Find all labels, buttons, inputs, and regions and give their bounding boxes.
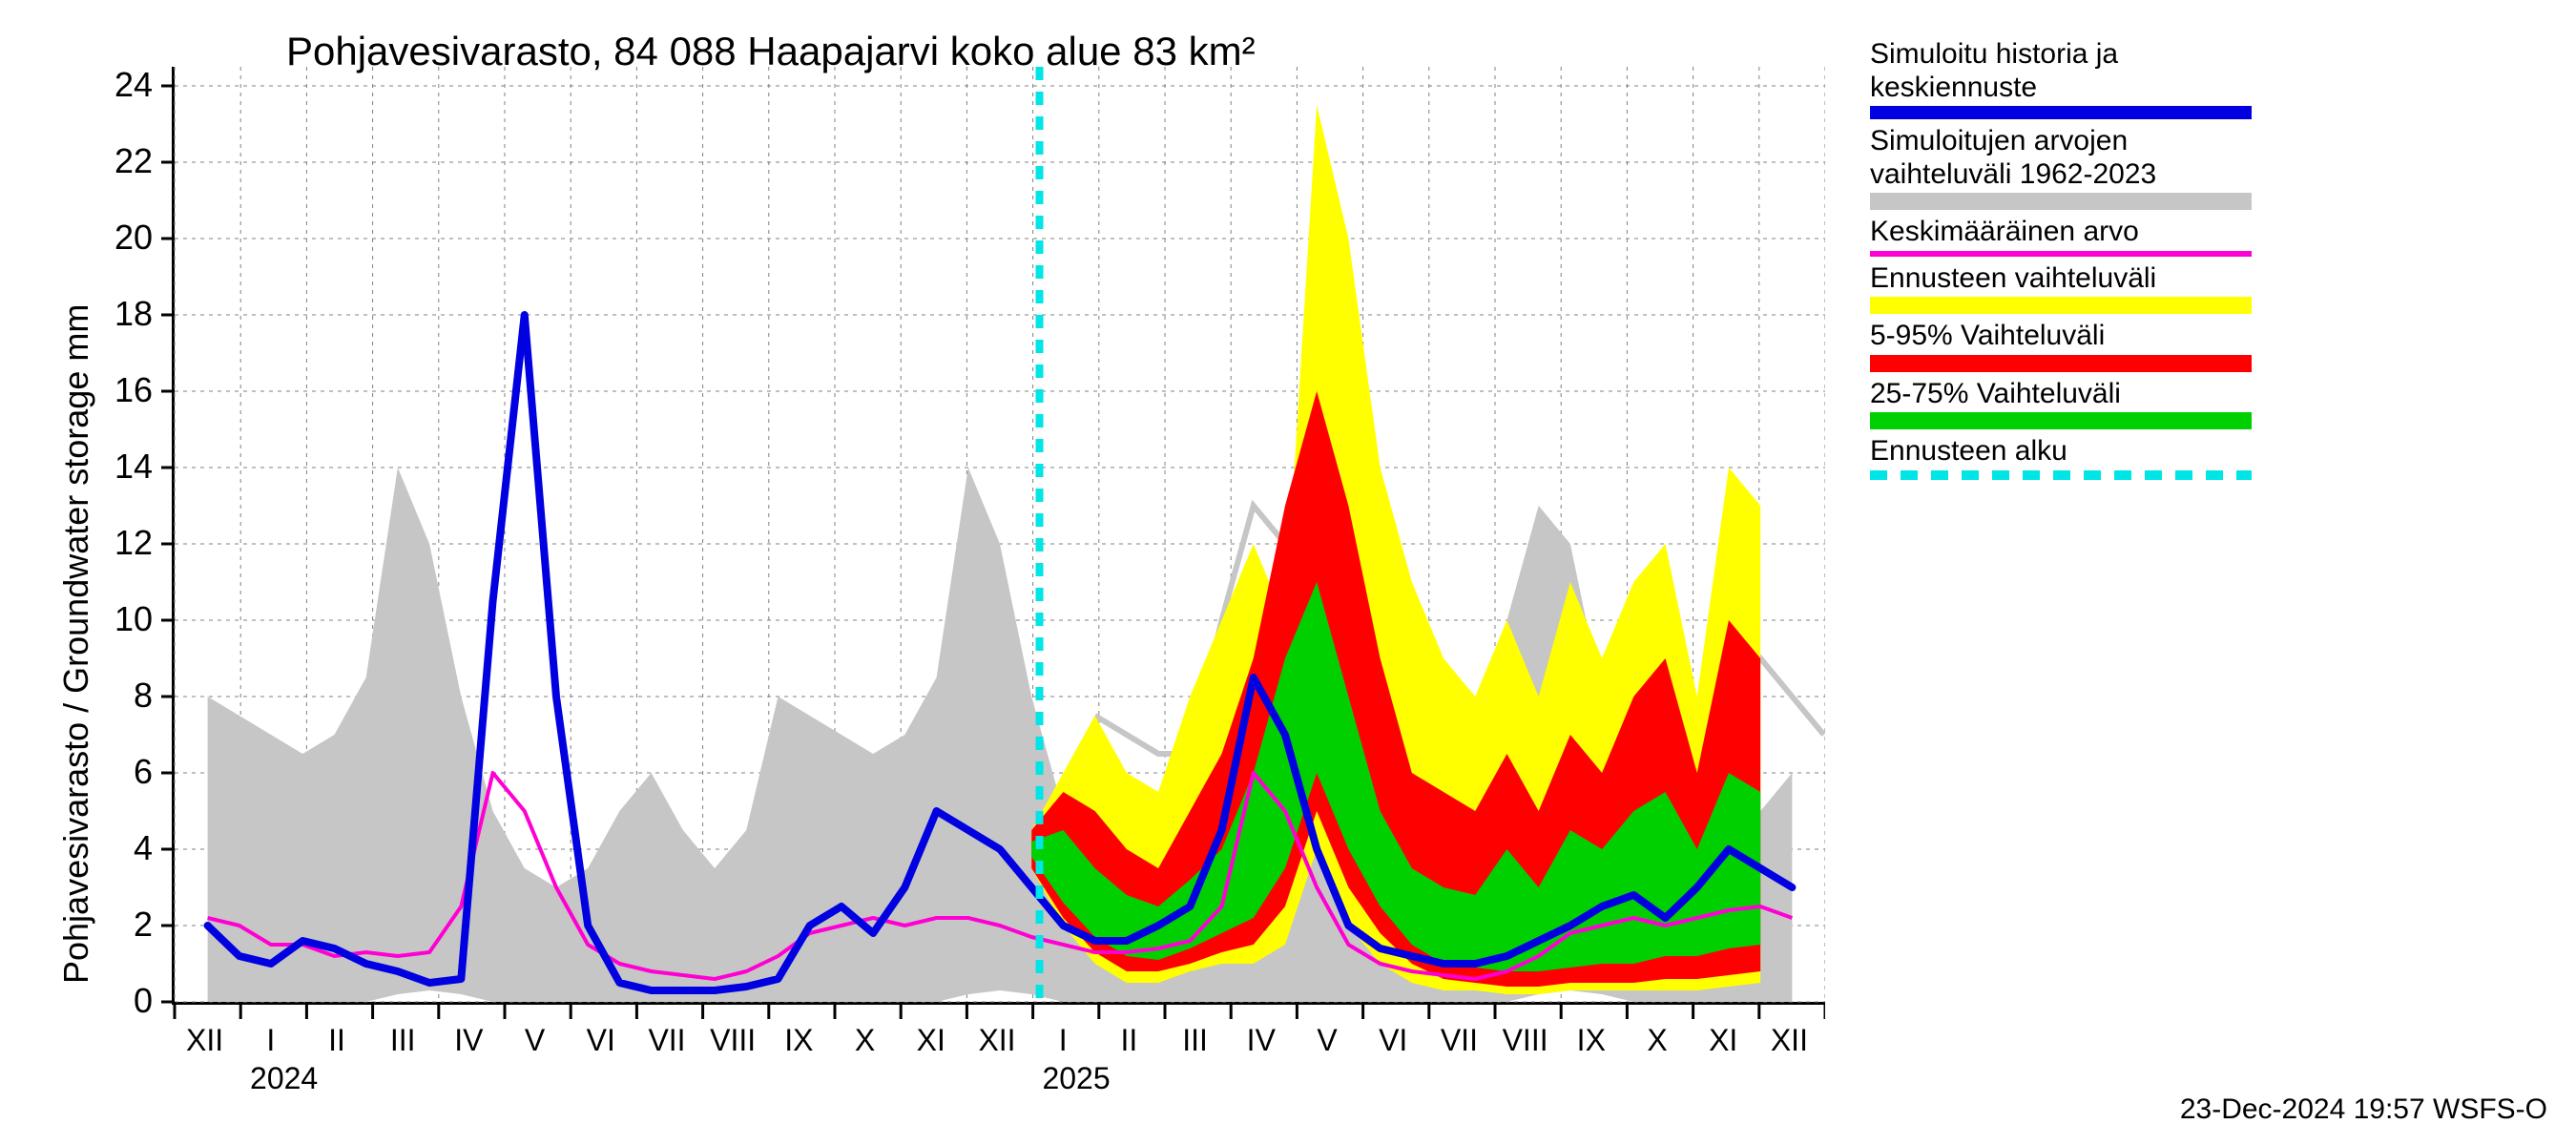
legend-swatch [1870, 412, 2252, 429]
x-tick-label: II [328, 1023, 345, 1058]
x-tick-label: X [855, 1023, 875, 1058]
legend-label: 5-95% Vaihteluväli [1870, 320, 2252, 353]
y-axis-title: Pohjavesivarasto / Groundwater storage m… [56, 125, 96, 984]
x-tick-label: XII [1771, 1023, 1808, 1058]
legend-item: Simuloitu historia ja keskiennuste [1870, 38, 2252, 119]
x-tick-label: VI [1379, 1023, 1407, 1058]
x-tick-label: IX [1577, 1023, 1606, 1058]
legend-item: 25-75% Vaihteluväli [1870, 378, 2252, 430]
legend-item: Ennusteen vaihteluväli [1870, 262, 2252, 315]
y-tick-label: 10 [95, 599, 153, 639]
y-tick-label: 14 [95, 447, 153, 487]
legend-swatch [1870, 251, 2252, 257]
y-tick-label: 6 [95, 752, 153, 792]
legend-swatch [1870, 297, 2252, 314]
chart-root: Pohjavesivarasto / Groundwater storage m… [0, 0, 2576, 1145]
legend-swatch [1870, 106, 2252, 119]
y-tick-label: 22 [95, 141, 153, 181]
footer-timestamp: 23-Dec-2024 19:57 WSFS-O [2180, 1093, 2547, 1126]
legend-label: Simuloitujen arvojen vaihteluväli 1962-2… [1870, 125, 2252, 191]
x-tick-label: XII [186, 1023, 223, 1058]
x-tick-label: III [1182, 1023, 1208, 1058]
x-tick-label: II [1121, 1023, 1138, 1058]
x-tick-label: XI [1709, 1023, 1737, 1058]
legend-swatch [1870, 470, 2252, 480]
legend-label: Keskimääräinen arvo [1870, 216, 2252, 249]
x-tick-label: VII [648, 1023, 685, 1058]
legend-item: Simuloitujen arvojen vaihteluväli 1962-2… [1870, 125, 2252, 210]
x-tick-label: IV [454, 1023, 483, 1058]
plot-area [172, 67, 1825, 1005]
legend-label: Ennusteen vaihteluväli [1870, 262, 2252, 296]
plot-svg [156, 67, 1825, 1026]
y-tick-label: 18 [95, 294, 153, 334]
y-tick-label: 0 [95, 981, 153, 1021]
y-tick-label: 4 [95, 828, 153, 868]
x-tick-label: VIII [1503, 1023, 1548, 1058]
x-tick-label: I [1059, 1023, 1068, 1058]
x-tick-label: III [390, 1023, 416, 1058]
x-tick-label: V [1317, 1023, 1337, 1058]
legend: Simuloitu historia ja keskiennuste Simulo… [1870, 38, 2252, 486]
x-tick-label: I [266, 1023, 275, 1058]
x-tick-label: VIII [710, 1023, 756, 1058]
legend-label: Simuloitu historia ja keskiennuste [1870, 38, 2252, 104]
y-tick-label: 16 [95, 370, 153, 410]
legend-label: Ennusteen alku [1870, 435, 2252, 468]
legend-swatch [1870, 193, 2252, 210]
y-tick-label: 8 [95, 676, 153, 716]
legend-item: Ennusteen alku [1870, 435, 2252, 480]
legend-item: 5-95% Vaihteluväli [1870, 320, 2252, 372]
x-tick-label: X [1647, 1023, 1667, 1058]
legend-swatch [1870, 355, 2252, 372]
legend-item: Keskimääräinen arvo [1870, 216, 2252, 257]
x-year-label: 2024 [250, 1061, 318, 1096]
x-tick-label: V [525, 1023, 545, 1058]
x-year-label: 2025 [1042, 1061, 1110, 1096]
y-tick-label: 20 [95, 218, 153, 258]
x-tick-label: VI [587, 1023, 615, 1058]
x-tick-label: VII [1441, 1023, 1478, 1058]
x-tick-label: IX [784, 1023, 813, 1058]
x-tick-label: IV [1247, 1023, 1276, 1058]
x-tick-label: XI [917, 1023, 945, 1058]
x-tick-label: XII [978, 1023, 1015, 1058]
y-tick-label: 2 [95, 905, 153, 945]
y-tick-label: 24 [95, 65, 153, 105]
y-tick-label: 12 [95, 523, 153, 563]
legend-label: 25-75% Vaihteluväli [1870, 378, 2252, 411]
